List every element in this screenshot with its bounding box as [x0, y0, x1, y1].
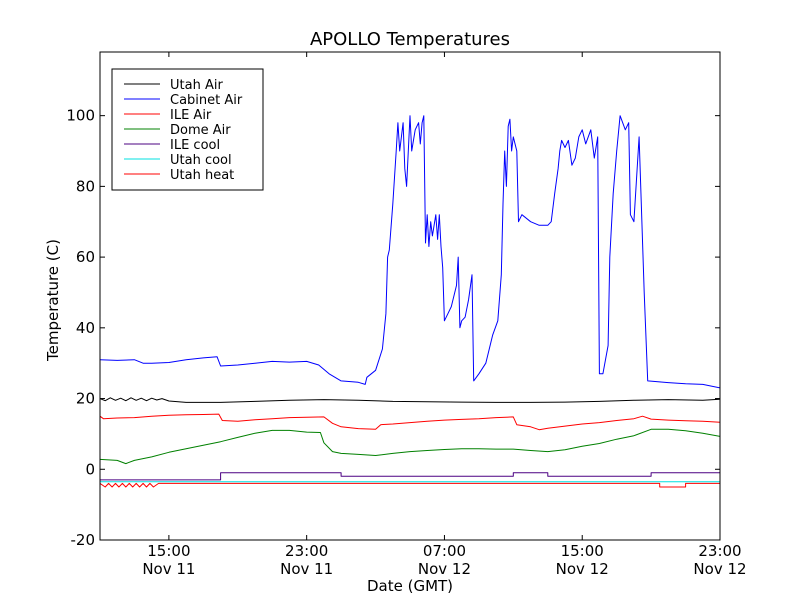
y-tick-label: -20 — [71, 531, 96, 549]
x-tick-label-date: Nov 11 — [280, 560, 333, 578]
legend-entry: ILE Air — [170, 108, 212, 123]
x-tick-label: 23:00 — [285, 542, 328, 560]
series-line-cabinet-air — [100, 115, 720, 389]
series-line-dome-air — [100, 428, 720, 465]
y-tick-label: 60 — [76, 248, 95, 266]
y-tick-label: 0 — [85, 460, 95, 478]
chart-title: APOLLO Temperatures — [310, 29, 510, 50]
series-line-utah-heat — [100, 482, 720, 488]
x-tick-label-date: Nov 12 — [556, 560, 609, 578]
x-tick-label: 07:00 — [423, 542, 466, 560]
legend-entry: Dome Air — [170, 123, 231, 138]
series-line-ile-air — [100, 413, 720, 431]
legend-entry: ILE cool — [170, 138, 220, 153]
x-tick-label: 15:00 — [561, 542, 604, 560]
legend-entry: Cabinet Air — [170, 93, 243, 108]
y-tick-label: 100 — [66, 107, 95, 125]
series-line-ile-cool — [100, 472, 720, 481]
x-axis-label: Date (GMT) — [367, 577, 453, 595]
series-line-utah-air — [100, 397, 720, 403]
plot-frame — [99, 51, 721, 541]
y-tick-label: 40 — [76, 319, 95, 337]
x-tick-label: 23:00 — [698, 542, 741, 560]
legend-entry: Utah cool — [170, 153, 232, 168]
y-tick-label: 80 — [76, 177, 95, 195]
x-tick-label: 15:00 — [147, 542, 190, 560]
x-tick-label-date: Nov 12 — [418, 560, 471, 578]
x-tick-label-date: Nov 12 — [693, 560, 746, 578]
y-axis-label: Temperature (C) — [44, 239, 62, 362]
x-tick-label-date: Nov 11 — [142, 560, 195, 578]
legend-entry: Utah heat — [170, 168, 234, 183]
legend-entry: Utah Air — [170, 78, 223, 93]
y-tick-label: 20 — [76, 390, 95, 408]
series-group — [100, 115, 720, 488]
